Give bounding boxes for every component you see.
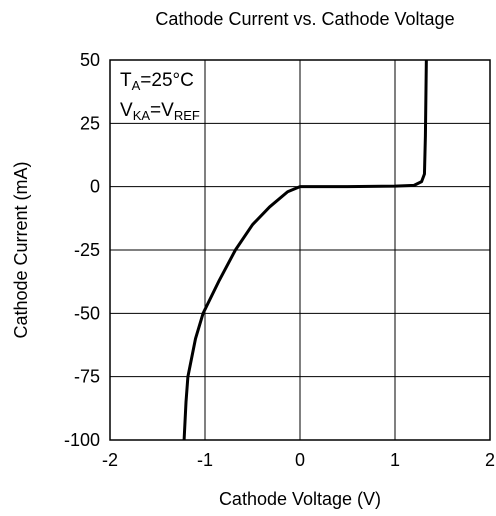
plot-frame (109, 59, 491, 441)
x-tick-label: 1 (390, 450, 400, 470)
annotation: TA=25°C (120, 70, 194, 93)
x-tick-label: -2 (102, 450, 118, 470)
y-tick-label: 50 (80, 50, 100, 70)
annotation: VKA=VREF (120, 100, 200, 123)
annotation-part: REF (174, 108, 200, 123)
x-tick-label: 2 (485, 450, 495, 470)
y-axis-label: Cathode Current (mA) (11, 161, 31, 338)
x-axis-label: Cathode Voltage (V) (219, 489, 381, 509)
annotation-part: A (132, 78, 141, 93)
y-tick-label: -25 (74, 240, 100, 260)
annotation-part: KA (133, 108, 151, 123)
x-tick-label: 0 (295, 450, 305, 470)
y-tick-label: 0 (90, 177, 100, 197)
annotation-part: T (120, 70, 132, 91)
y-tick-label: -75 (74, 367, 100, 387)
x-tick-label: -1 (197, 450, 213, 470)
data-line (182, 59, 428, 441)
y-tick-label: -100 (64, 430, 100, 450)
chart-title: Cathode Current vs. Cathode Voltage (155, 9, 455, 29)
annotation-part: =V (150, 100, 174, 121)
y-tick-label: -50 (74, 303, 100, 323)
y-tick-label: 25 (80, 113, 100, 133)
annotation-part: V (120, 100, 133, 121)
annotation-part: =25°C (140, 70, 194, 91)
